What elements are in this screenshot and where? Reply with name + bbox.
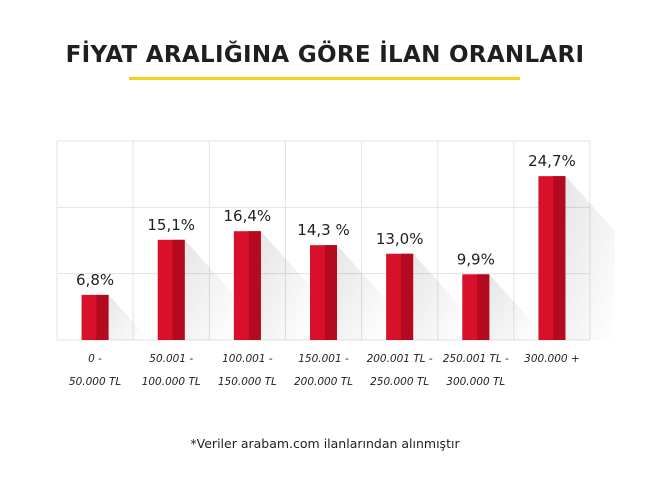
bar-side bbox=[172, 239, 185, 340]
bar-side bbox=[248, 231, 261, 340]
x-tick-label: 200.000 TL bbox=[294, 376, 353, 388]
data-label: 15,1% bbox=[147, 216, 195, 234]
footnote: *Veriler arabam.com ilanlarından alınmış… bbox=[190, 436, 460, 451]
bar-shadow bbox=[260, 231, 311, 340]
x-tick-label: 200.001 TL - bbox=[367, 353, 433, 365]
x-tick-label: 50.000 TL bbox=[69, 376, 121, 388]
bar-side bbox=[553, 176, 566, 340]
x-tick-label: 250.000 TL bbox=[370, 376, 429, 388]
bar-layer bbox=[81, 176, 566, 340]
data-label: 14,3 % bbox=[297, 221, 349, 239]
bar-side bbox=[477, 274, 490, 340]
title-underline bbox=[129, 77, 520, 80]
x-tick-label: 100.001 - bbox=[222, 353, 273, 365]
x-tick-label: 0 - bbox=[88, 353, 102, 365]
bar-shadow bbox=[108, 294, 150, 340]
x-tick-label: 150.001 - bbox=[298, 353, 349, 365]
x-tick-label: 100.000 TL bbox=[142, 376, 201, 388]
bar-side bbox=[324, 245, 337, 340]
data-label: 24,7% bbox=[528, 152, 576, 170]
bar-shadow bbox=[489, 274, 539, 340]
x-tick-label: 300.000 TL bbox=[446, 376, 505, 388]
bar-side bbox=[400, 253, 414, 340]
data-label: 16,4% bbox=[224, 207, 272, 225]
data-label: 13,0% bbox=[376, 230, 424, 248]
chart-title: FİYAT ARALIĞINA GÖRE İLAN ORANLARI bbox=[65, 42, 585, 68]
bar-shadow bbox=[565, 176, 615, 340]
x-tick-label: 250.001 TL - bbox=[443, 353, 509, 365]
data-label-layer: 6,8% 15,1% 16,4% 14,3 % 13,0% 9,9% 24,7% bbox=[76, 152, 576, 289]
bar-side bbox=[96, 294, 109, 340]
x-tick-label: 50.001 - bbox=[149, 353, 193, 365]
shadow-layer bbox=[108, 176, 615, 340]
x-tick-label: 300.000 + bbox=[524, 353, 580, 365]
bar-shadow bbox=[337, 245, 387, 340]
data-label: 6,8% bbox=[76, 271, 114, 289]
tick-label-layer: 0 - 50.000 TL 50.001 - 100.000 TL 100.001 - 1… bbox=[69, 353, 580, 388]
data-label: 9,9% bbox=[457, 250, 495, 268]
x-tick-label: 150.000 TL bbox=[218, 376, 277, 388]
bar-shadow bbox=[413, 253, 463, 340]
bar-shadow bbox=[184, 239, 235, 340]
